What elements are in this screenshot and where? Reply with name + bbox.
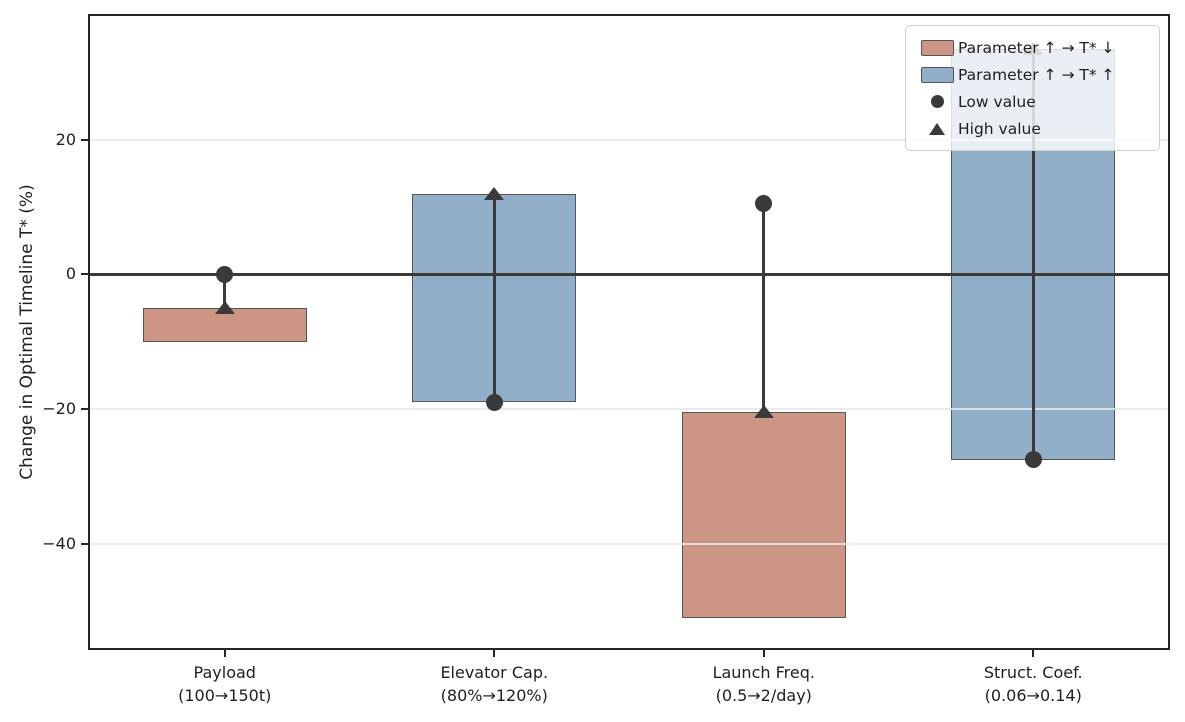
low-value-marker-struct-coef	[1024, 451, 1042, 469]
y-tick-mark-20	[81, 138, 88, 141]
circle-marker-icon	[916, 95, 958, 108]
increase-bar-swatch-icon	[916, 66, 958, 83]
x-tick-mark-elevator-cap	[493, 650, 496, 657]
category-range: (0.06→0.14)	[984, 686, 1082, 705]
category-name: Struct. Coef.	[983, 663, 1083, 682]
marker-connector-struct-coef	[1031, 48, 1035, 460]
low-value-marker-launch-freq	[755, 195, 773, 213]
triangle-marker-icon	[916, 122, 958, 135]
y-tick-mark-−20	[81, 408, 88, 411]
high-value-marker-payload	[214, 301, 235, 315]
x-tick-mark-payload	[223, 650, 226, 657]
category-range: (80%→120%)	[440, 686, 548, 705]
y-tick-mark-−40	[81, 542, 88, 545]
x-tick-label-elevator-cap: Elevator Cap. (80%→120%)	[359, 661, 629, 707]
y-axis-label: Change in Optimal Timeline T* (%)	[17, 184, 37, 480]
legend-entry-increase: Parameter ↑ → T* ↑	[916, 61, 1149, 88]
gridline-−20	[90, 408, 1168, 411]
legend-label: Parameter ↑ → T* ↓	[958, 38, 1115, 57]
x-tick-label-launch-freq: Launch Freq. (0.5→2/day)	[629, 661, 899, 707]
legend-label: Parameter ↑ → T* ↑	[958, 65, 1115, 84]
legend-entry-low-value: Low value	[916, 88, 1149, 115]
bar-launch-freq	[681, 412, 846, 618]
legend-label: High value	[958, 119, 1041, 138]
low-value-marker-payload	[216, 265, 234, 283]
low-value-marker-elevator-cap	[485, 393, 503, 411]
x-tick-label-payload: Payload (100→150t)	[90, 661, 360, 707]
legend-label: Low value	[958, 92, 1036, 111]
category-name: Elevator Cap.	[440, 663, 549, 682]
category-name: Payload	[193, 663, 256, 682]
category-range: (0.5→2/day)	[715, 686, 812, 705]
x-tick-label-struct-coef: Struct. Coef. (0.06→0.14)	[898, 661, 1168, 707]
legend-entry-high-value: High value	[916, 115, 1149, 142]
zero-line	[90, 272, 1168, 276]
x-tick-mark-struct-coef	[1032, 650, 1035, 657]
y-tick-label-0: 0	[65, 264, 76, 284]
y-tick-label-−20: −20	[42, 399, 76, 419]
decrease-bar-swatch-icon	[916, 39, 958, 56]
plot-area: Parameter ↑ → T* ↓ Parameter ↑ → T* ↑ Lo…	[88, 14, 1170, 650]
gridline-20	[90, 138, 1168, 141]
x-tick-mark-launch-freq	[762, 650, 765, 657]
category-name: Launch Freq.	[712, 663, 815, 682]
marker-connector-payload	[223, 274, 227, 309]
gridline-−40	[90, 542, 1168, 545]
high-value-marker-launch-freq	[753, 405, 774, 419]
y-tick-label-−40: −40	[42, 533, 76, 553]
marker-connector-elevator-cap	[492, 193, 496, 403]
category-range: (100→150t)	[178, 686, 272, 705]
marker-connector-launch-freq	[762, 203, 766, 413]
legend: Parameter ↑ → T* ↓ Parameter ↑ → T* ↑ Lo…	[905, 25, 1160, 151]
legend-entry-decrease: Parameter ↑ → T* ↓	[916, 34, 1149, 61]
high-value-marker-elevator-cap	[484, 186, 505, 200]
y-tick-mark-0	[81, 273, 88, 276]
y-tick-label-20: 20	[55, 129, 76, 149]
